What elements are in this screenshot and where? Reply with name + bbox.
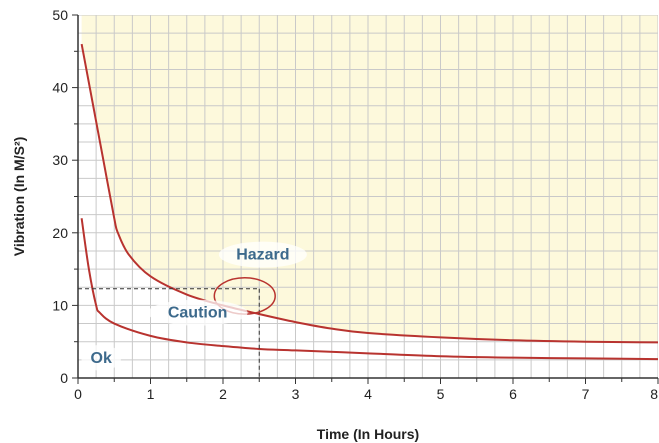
zone-label-hazard: Hazard <box>236 247 289 264</box>
x-tick-label: 5 <box>437 386 445 402</box>
series-line-2 <box>80 218 658 361</box>
x-tick-label: 0 <box>74 386 82 402</box>
y-tick-label: 50 <box>52 7 68 23</box>
y-tick-label: 10 <box>52 297 68 313</box>
y-tick-label: 20 <box>52 225 68 241</box>
zone-label-hazard-halo <box>218 241 307 268</box>
zone-label-caution-halo <box>147 299 248 326</box>
x-tick-label: 1 <box>147 386 155 402</box>
x-tick-label: 3 <box>292 386 300 402</box>
x-tick-label: 8 <box>650 386 658 402</box>
x-axis-title: Time (In Hours) <box>317 426 419 442</box>
y-tick-label: 0 <box>60 370 68 386</box>
x-tick-label: 6 <box>509 386 517 402</box>
zone-label-ok: Ok <box>91 350 112 367</box>
y-tick-label: 40 <box>52 80 68 96</box>
zone-label-ok-halo <box>81 344 122 371</box>
x-tick-label: 4 <box>364 386 372 402</box>
x-tick-label: 7 <box>582 386 590 402</box>
zone-label-caution: Caution <box>168 305 228 322</box>
y-tick-label: 30 <box>52 152 68 168</box>
x-tick-label: 2 <box>219 386 227 402</box>
y-axis-title: Vibration (In M/S²) <box>11 137 27 257</box>
